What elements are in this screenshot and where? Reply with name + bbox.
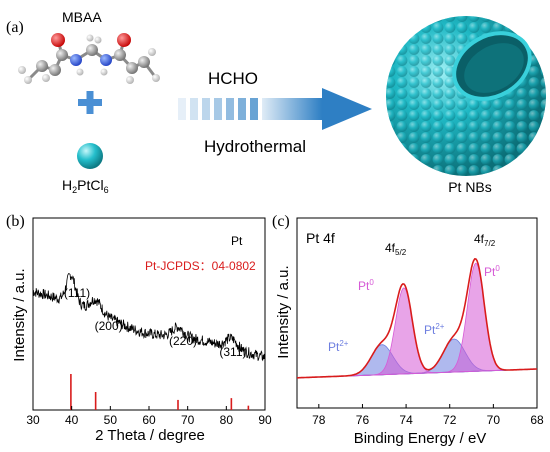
xrd-ylabel: Intensity / a.u. [11,268,28,361]
xrd-xtick-label: 60 [142,413,156,427]
xps-xlabel: Binding Energy / eV [354,430,487,447]
xps-peak-label: 4f5/2 [385,241,407,257]
xrd-xtick-label: 40 [65,413,79,427]
xps-ylabel: Intensity / a.u. [275,265,292,358]
h2ptcl6-sphere-icon [77,143,103,169]
panel-b-label: (b) [6,213,25,230]
reference-lines-group [70,374,250,410]
reference-card-label: Pt-JCPDS：04-0802 [145,259,256,273]
xps-peak-label: 4f7/2 [474,232,496,248]
xrd-peak-label: (311) [219,345,246,359]
xps-xtick-label: 76 [356,413,370,427]
xps-xtick-label: 72 [443,413,457,427]
xps-xtick-label: 68 [530,413,544,427]
panel-a: (a) MBAA [6,9,546,195]
h2ptcl6-label: H2PtCl6 [62,177,109,195]
xrd-xtick-label: 80 [220,413,234,427]
xrd-xtick-group: 30 40 50 60 70 80 90 [26,406,272,427]
panel-b-xrd-chart: (b) 30 40 50 60 70 80 90 (111)(200)(220)(311) … [6,213,272,444]
xps-species-label: Pt2+ [424,322,445,337]
plus-icon [78,91,102,114]
mbaa-molecule-icon [18,33,160,84]
pt0-component-5-2 [297,287,537,379]
panel-c-frame [296,217,538,409]
xps-component-fills [297,258,537,379]
product-label: Pt NBs [448,179,492,195]
xps-xtick-label: 70 [487,413,501,427]
xrd-xtick-label: 30 [26,413,40,427]
xps-species-label: Pt2+ [328,339,349,354]
xps-xtick-label: 74 [399,413,413,427]
xrd-peak-labels-group: (111) (200) (220) (311) [64,286,247,359]
xrd-legend-title: Pt [231,234,243,248]
xrd-xtick-label: 70 [181,413,195,427]
arrow-bottom-label: Hydrothermal [204,137,306,156]
xps-annotation-group: 4f5/2 4f7/2 Pt0 Pt0 Pt2+ Pt2+ [328,232,500,354]
mbaa-label: MBAA [62,9,102,25]
pt-nanobowl-icon [386,16,546,176]
xps-xtick-group: 78 76 74 72 70 68 [312,404,544,427]
xps-envelope-line [297,258,537,379]
reaction-arrow-icon [178,88,372,130]
xrd-xlabel: 2 Theta / degree [95,427,205,444]
arrow-top-label: HCHO [208,69,258,88]
xrd-trace-line [33,273,265,362]
panel-c-xps-chart: (c) 78 76 74 72 70 68 4f5/2 4f7/2 Pt0 Pt0 Pt2+ Pt2… [272,213,544,447]
xps-title: Pt 4f [306,230,335,246]
xrd-peak-label: (220) [169,334,197,348]
xps-xtick-label: 78 [312,413,326,427]
xps-species-label: Pt0 [358,278,374,293]
xps-species-label: Pt0 [484,264,500,279]
xrd-trace-group [33,273,265,362]
panel-a-label: (a) [6,19,24,36]
xrd-peak-label: (111) [64,286,90,300]
xrd-peak-label: (200) [95,319,123,333]
panel-c-label: (c) [272,213,290,230]
xrd-xtick-label: 90 [258,413,272,427]
xrd-xtick-label: 50 [104,413,118,427]
